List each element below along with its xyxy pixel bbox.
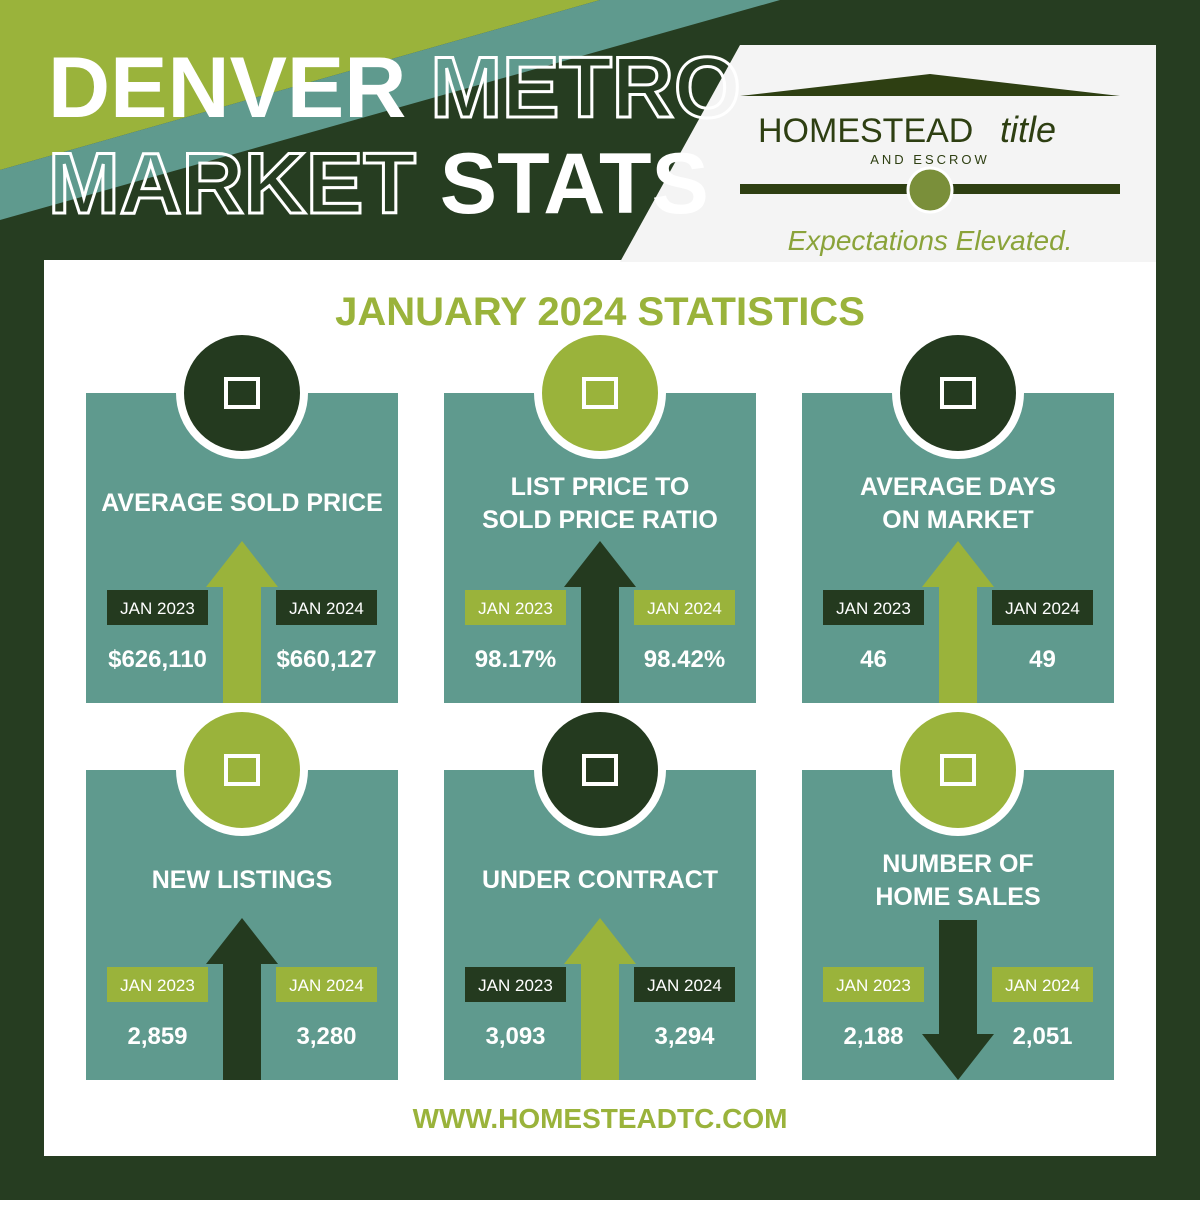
icon-glyph [224,754,260,786]
icon-glyph [224,377,260,409]
stat-value: 46 [860,646,887,673]
card-title: HOME SALES [875,883,1040,911]
stat-value: 98.42% [644,646,725,673]
title-line: DENVER METRO [48,40,741,136]
period-label-box [276,590,377,625]
icon-glyph [940,754,976,786]
stat-value: $660,127 [276,646,376,673]
title-line: MARKET STATS [48,136,709,232]
period-label: JAN 2023 [120,976,195,995]
stat-value: 2,188 [843,1023,903,1050]
icon-circle [534,327,666,459]
card-title: LIST PRICE TO [511,473,690,501]
title-word: MARKET [48,136,416,232]
stat-value: 3,093 [485,1023,545,1050]
period-label-box [276,967,377,1002]
period-label-box [823,967,924,1002]
period-label-box [992,967,1093,1002]
icon-glyph [940,377,976,409]
card-title: AVERAGE SOLD PRICE [101,489,383,517]
period-label: JAN 2023 [836,599,911,618]
card-title: NEW LISTINGS [152,866,333,894]
logo-emblem [906,166,954,214]
stat-value: 49 [1029,646,1056,673]
period-label: JAN 2024 [289,599,364,618]
card-title: ON MARKET [882,506,1033,534]
icon-glyph [582,377,618,409]
period-label: JAN 2023 [836,976,911,995]
trend-arrow [564,541,636,703]
stat-value: 3,294 [654,1023,715,1050]
trend-arrow [206,541,278,703]
stat-value: $626,110 [108,646,207,673]
trend-arrow [922,920,994,1080]
stat-value: 2,859 [127,1023,187,1050]
trend-arrow [206,918,278,1080]
icon-circle [892,327,1024,459]
icon-circle [892,704,1024,836]
period-label: JAN 2024 [647,976,722,995]
period-label-box [465,967,566,1002]
trend-arrow [564,918,636,1080]
title-word: DENVER [48,40,406,136]
icon-circle [176,704,308,836]
icon-glyph [582,754,618,786]
period-label-box [465,590,566,625]
stat-value: 3,280 [296,1023,356,1050]
period-label-box [107,590,208,625]
card-title: NUMBER OF [882,850,1033,878]
period-label-box [634,590,735,625]
period-label-box [823,590,924,625]
tagline: Expectations Elevated. [788,225,1073,256]
card-title: AVERAGE DAYS [860,473,1056,501]
period-label-box [634,967,735,1002]
stat-value: 98.17% [475,646,556,673]
footer-url: WWW.HOMESTEADTC.COM [413,1103,788,1134]
title-word: METRO [430,40,741,136]
logo-panel [620,45,1156,262]
logo-name: HOMESTEAD [758,112,973,150]
period-label-box [992,590,1093,625]
period-label: JAN 2023 [478,976,553,995]
period-label-box [107,967,208,1002]
period-label: JAN 2024 [1005,976,1080,995]
card-title: SOLD PRICE RATIO [482,506,718,534]
period-label: JAN 2024 [1005,599,1080,618]
icon-circle [534,704,666,836]
period-label: JAN 2024 [647,599,722,618]
logo-roof [740,74,1120,96]
trend-arrow [922,541,994,703]
stripe-teal [0,0,780,220]
period-label: JAN 2023 [120,599,195,618]
logo-script: title [1000,109,1056,150]
period-label: JAN 2023 [478,599,553,618]
icon-circle [176,327,308,459]
logo-subname: AND ESCROW [870,152,990,167]
stat-value: 2,051 [1012,1023,1072,1050]
heading: JANUARY 2024 STATISTICS [335,290,865,334]
period-label: JAN 2024 [289,976,364,995]
title-word: STATS [440,136,709,232]
card-title: UNDER CONTRACT [482,866,718,894]
